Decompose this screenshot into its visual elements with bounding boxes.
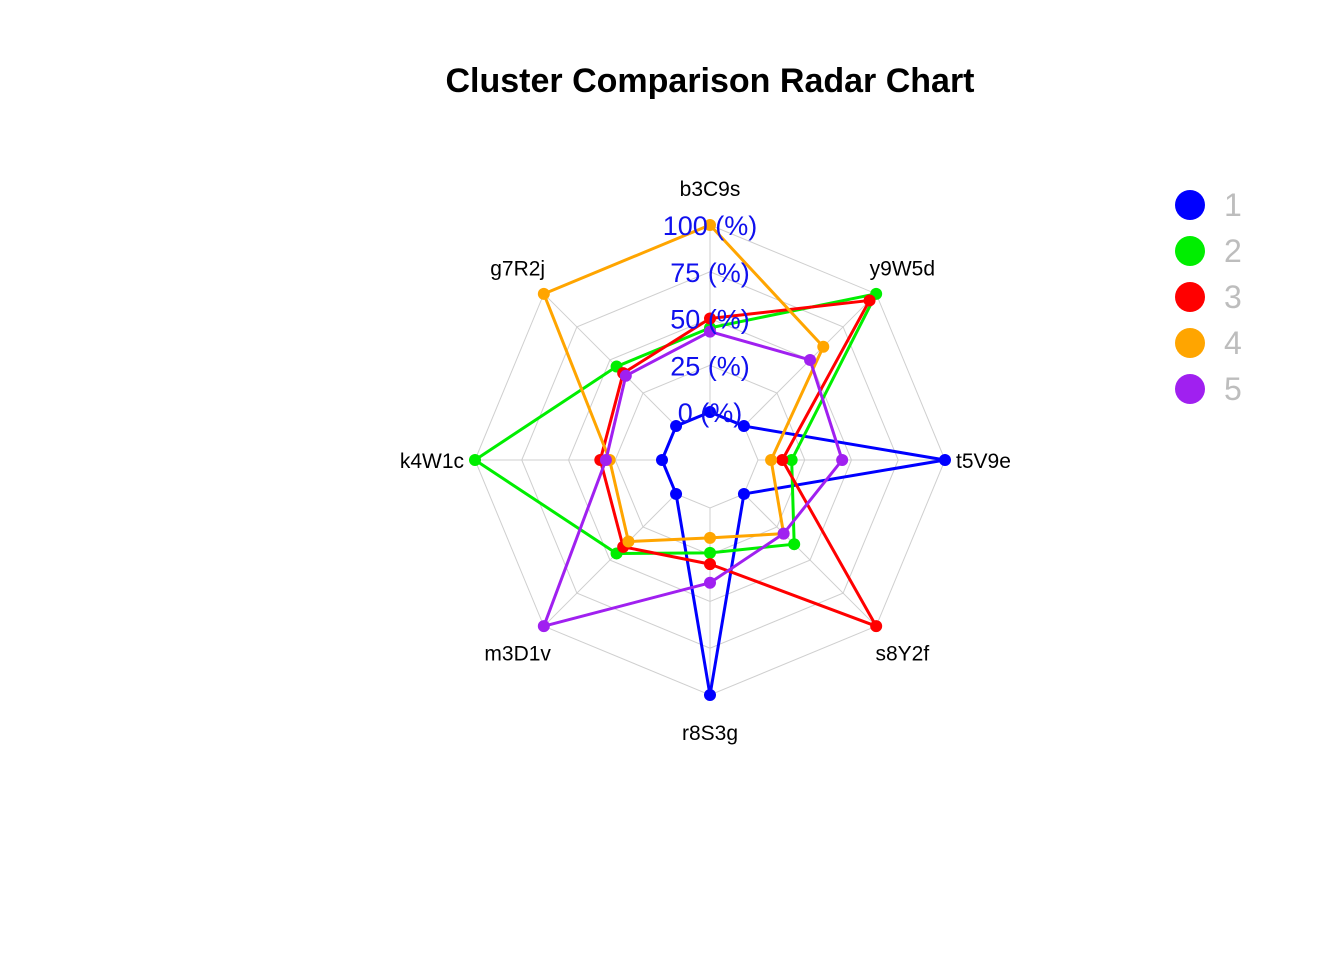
data-point [704, 406, 716, 418]
legend-label: 4 [1224, 325, 1242, 361]
data-point [704, 558, 716, 571]
data-point [785, 454, 798, 466]
radar-tick-labels: 0 (%) 25 (%) 50 (%) 75 (%) 100 (%) [663, 211, 758, 428]
data-point [670, 420, 683, 433]
axis-label: b3C9s [680, 178, 741, 201]
data-point [704, 689, 716, 701]
data-point [870, 620, 883, 633]
tick-label: 100 (%) [663, 211, 758, 241]
data-point [817, 340, 830, 353]
data-point [704, 576, 716, 589]
tick-label: 25 (%) [670, 351, 750, 381]
series-5 [537, 325, 849, 633]
data-point [804, 353, 817, 366]
data-point [863, 294, 876, 307]
chart-legend: 1 2 3 4 5 [1175, 187, 1242, 407]
tick-label: 0 (%) [678, 398, 743, 428]
data-point [776, 454, 789, 466]
series-3 [594, 294, 883, 633]
axis-label: k4W1c [400, 450, 464, 473]
radar-series [469, 219, 951, 701]
data-point [777, 527, 790, 540]
data-point [939, 454, 951, 466]
grid-spoke [743, 493, 877, 627]
legend-marker [1175, 236, 1205, 266]
legend-marker [1175, 328, 1205, 358]
axis-label: t5V9e [956, 450, 1011, 473]
data-point [656, 454, 668, 466]
data-point [537, 620, 550, 633]
grid-spoke [543, 493, 677, 627]
data-point [704, 219, 716, 231]
legend-marker [1175, 282, 1205, 312]
data-point [737, 420, 750, 433]
axis-label: s8Y2f [875, 642, 929, 665]
series-1 [656, 406, 951, 701]
legend-marker [1175, 190, 1205, 220]
axis-label: r8S3g [682, 722, 738, 745]
tick-label: 50 (%) [670, 305, 750, 335]
radar-axis-labels: b3C9s y9W5d t5V9e s8Y2f r8S3g m3D1v k4W1c g7R2j [400, 178, 1011, 745]
series-2 [469, 287, 883, 560]
data-point [469, 454, 481, 466]
legend-label: 1 [1224, 187, 1242, 223]
data-point [537, 287, 550, 300]
axis-label: g7R2j [490, 258, 545, 281]
legend-label: 5 [1224, 371, 1242, 407]
data-point [670, 487, 683, 500]
data-point [622, 535, 635, 548]
data-point [704, 312, 716, 325]
data-point [788, 538, 801, 551]
data-point [619, 369, 632, 382]
data-point [737, 487, 750, 500]
chart-title: Cluster Comparison Radar Chart [446, 62, 975, 100]
grid-spoke [543, 293, 677, 427]
axis-label: m3D1v [484, 642, 551, 665]
data-point [704, 325, 716, 338]
data-point [836, 454, 849, 466]
axis-label: y9W5d [870, 258, 935, 281]
series-line [598, 298, 878, 628]
legend-label: 2 [1224, 233, 1242, 269]
legend-label: 3 [1224, 279, 1242, 315]
data-point [765, 454, 778, 466]
data-point [704, 531, 716, 544]
tick-label: 75 (%) [670, 258, 750, 288]
data-point [704, 546, 716, 559]
data-point [599, 454, 612, 466]
legend-marker [1175, 374, 1205, 404]
